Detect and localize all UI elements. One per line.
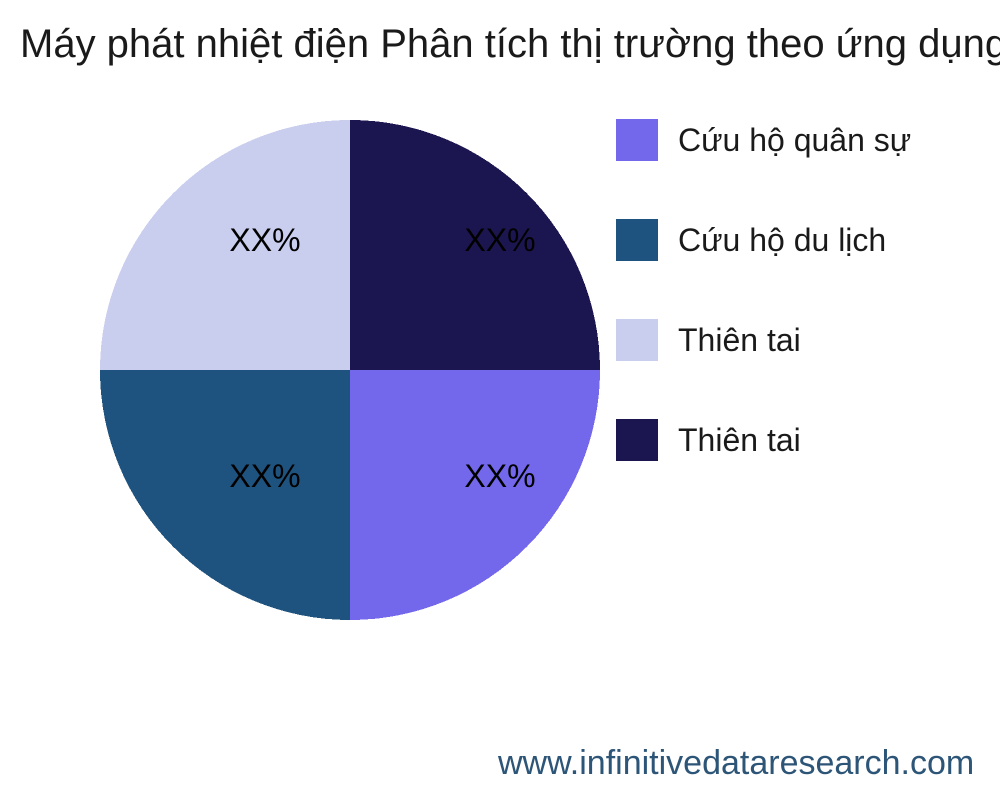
svg-text:XX%: XX% — [464, 458, 535, 494]
svg-text:XX%: XX% — [229, 458, 300, 494]
svg-text:XX%: XX% — [229, 222, 300, 258]
svg-text:XX%: XX% — [464, 222, 535, 258]
